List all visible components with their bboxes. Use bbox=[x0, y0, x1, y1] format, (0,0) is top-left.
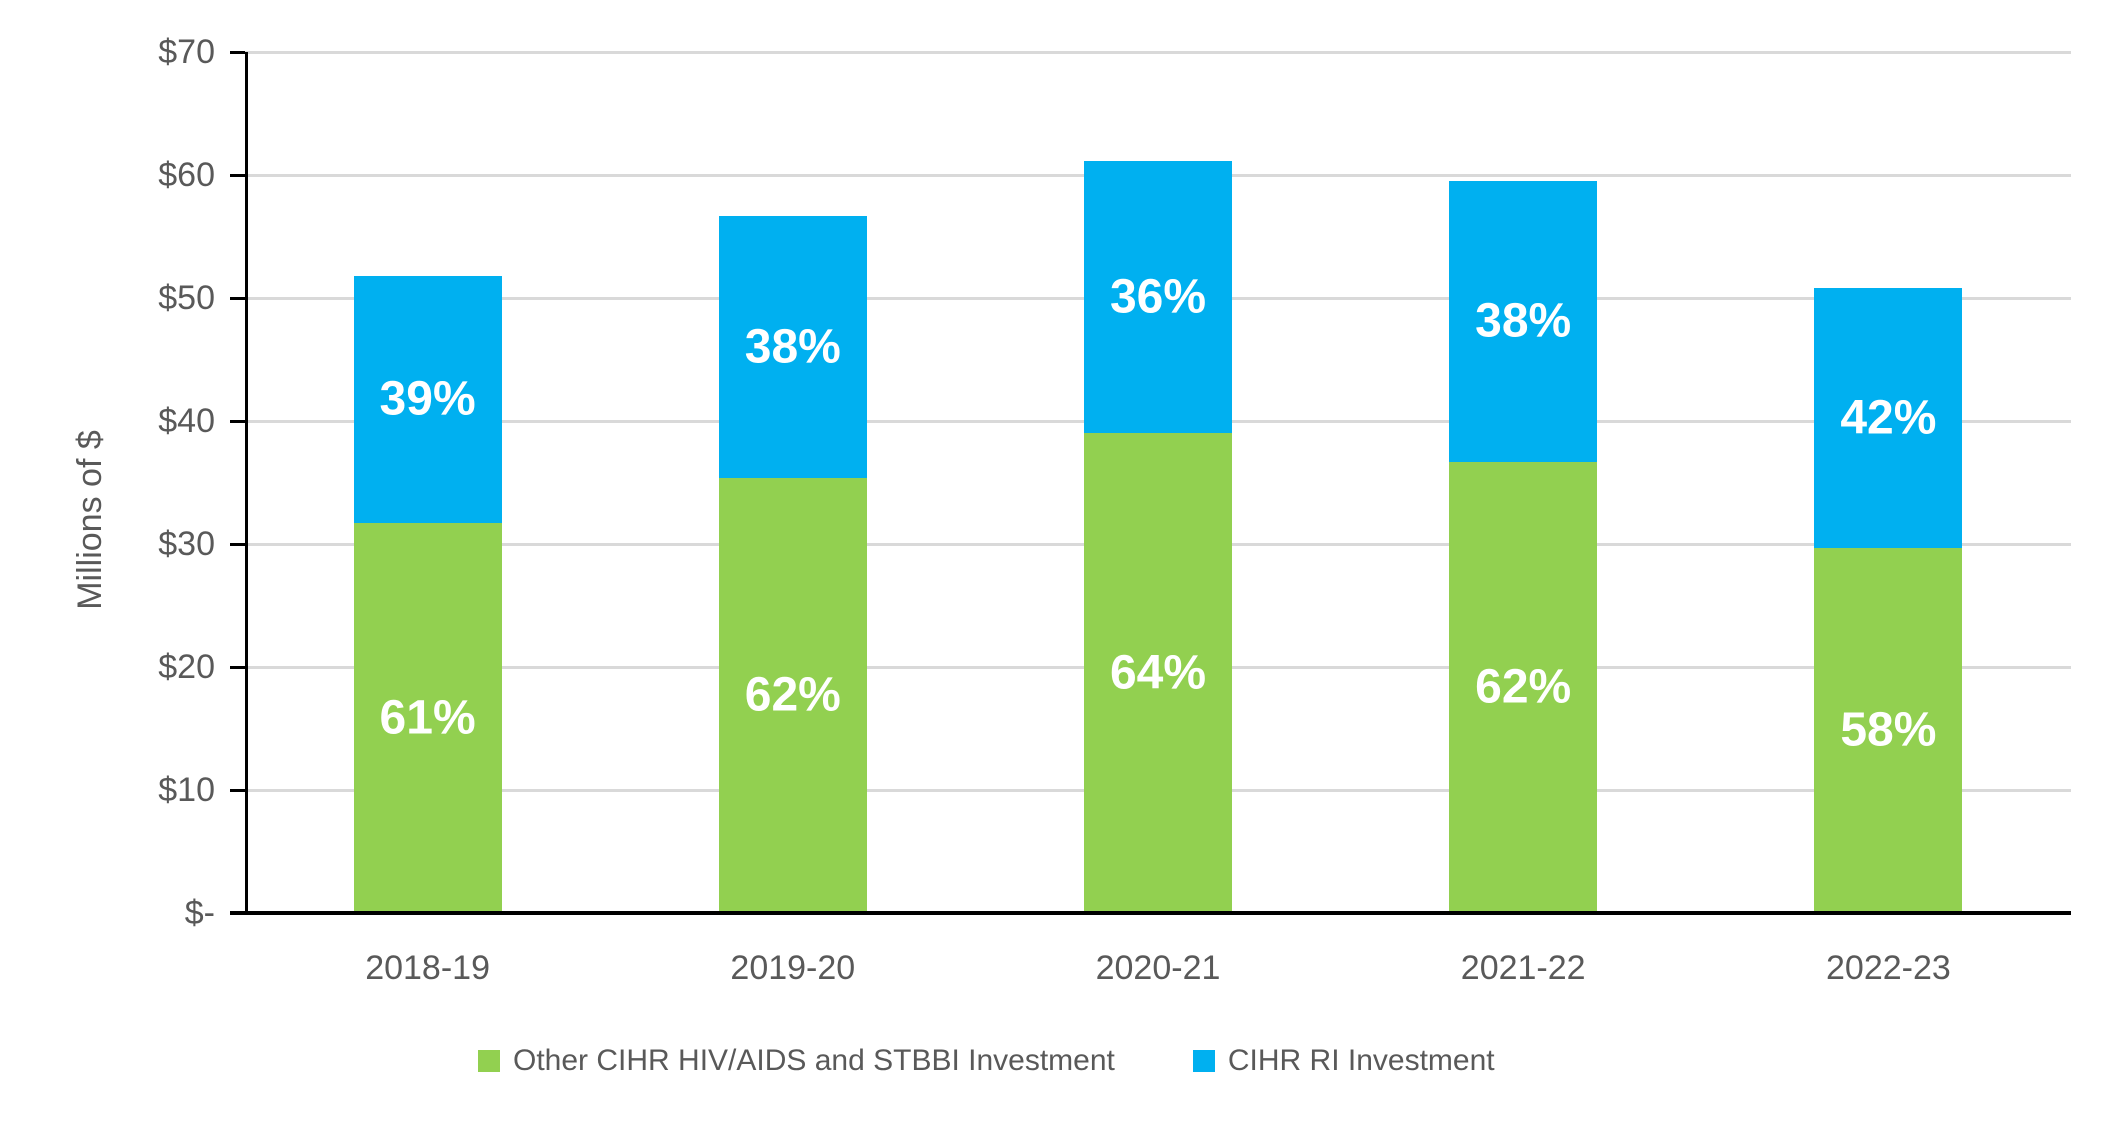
data-label-2021-22-blue: 38% bbox=[1475, 294, 1572, 348]
bar-segment-blue-2022-23 bbox=[1814, 288, 1963, 548]
y-axis-tick bbox=[230, 789, 245, 792]
legend-swatch-icon bbox=[478, 1050, 500, 1072]
legend-swatch-icon bbox=[1192, 1050, 1215, 1072]
x-tick-label-2022-23: 2022-23 bbox=[1826, 949, 1951, 987]
legend: Other CIHR HIV/AIDS and STBBI Investment… bbox=[478, 1044, 1495, 1078]
bar-segment-blue-2019-20 bbox=[718, 215, 867, 478]
data-label-2020-21-green: 64% bbox=[1109, 646, 1207, 700]
bar-segment-green-2021-22 bbox=[1449, 461, 1598, 913]
data-label-2019-20-blue: 38% bbox=[744, 320, 841, 374]
legend-label: CIHR RI Investment bbox=[1227, 1044, 1495, 1077]
y-axis-tick bbox=[230, 297, 245, 300]
data-label-2022-23-blue: 42% bbox=[1840, 391, 1937, 445]
y-axis-tick bbox=[230, 543, 245, 546]
data-label-2018-19-blue: 39% bbox=[379, 372, 476, 426]
legend-entry-green-series: Other CIHR HIV/AIDS and STBBI Investment bbox=[478, 1044, 1115, 1078]
y-tick-label: $30 bbox=[158, 525, 215, 563]
y-tick-label: $10 bbox=[158, 771, 215, 809]
x-tick-label-2020-21: 2020-21 bbox=[1095, 949, 1221, 987]
data-label-2022-23-green: 58% bbox=[1840, 703, 1937, 757]
x-tick-label-2021-22: 2021-22 bbox=[1460, 949, 1586, 987]
data-label-2018-19-green: 61% bbox=[379, 691, 476, 745]
y-axis-tick bbox=[230, 420, 245, 423]
x-axis-line bbox=[230, 911, 2071, 915]
data-label-2021-22-green: 62% bbox=[1475, 660, 1572, 714]
gridline bbox=[245, 51, 2071, 54]
y-axis-tick bbox=[230, 51, 245, 54]
legend-entry-blue-series: CIHR RI Investment bbox=[1192, 1044, 1495, 1078]
data-label-2020-21-blue: 36% bbox=[1109, 270, 1207, 324]
y-tick-label: $50 bbox=[158, 279, 215, 317]
bar-segment-blue-2021-22 bbox=[1449, 181, 1598, 462]
x-tick-label-2018-19: 2018-19 bbox=[365, 949, 490, 987]
legend-label: Other CIHR HIV/AIDS and STBBI Investment bbox=[513, 1044, 1115, 1077]
y-tick-label: $40 bbox=[158, 402, 215, 440]
y-axis-tick bbox=[230, 666, 245, 669]
data-label-2019-20-green: 62% bbox=[744, 668, 841, 722]
y-tick-label: $60 bbox=[158, 156, 215, 194]
y-tick-label: $20 bbox=[158, 648, 215, 686]
bar-segment-green-2018-19 bbox=[353, 523, 502, 913]
bar-segment-green-2019-20 bbox=[718, 477, 867, 913]
y-axis-line bbox=[245, 52, 248, 913]
bar-segment-green-2020-21 bbox=[1084, 433, 1232, 913]
bar-segment-green-2022-23 bbox=[1814, 547, 1963, 913]
y-tick-label: $- bbox=[184, 894, 215, 932]
x-tick-label-2019-20: 2019-20 bbox=[730, 949, 856, 987]
bar-segment-blue-2018-19 bbox=[353, 275, 502, 524]
y-tick-label: $70 bbox=[158, 33, 215, 71]
y-axis-tick bbox=[230, 174, 245, 177]
bar-segment-blue-2020-21 bbox=[1084, 161, 1232, 434]
